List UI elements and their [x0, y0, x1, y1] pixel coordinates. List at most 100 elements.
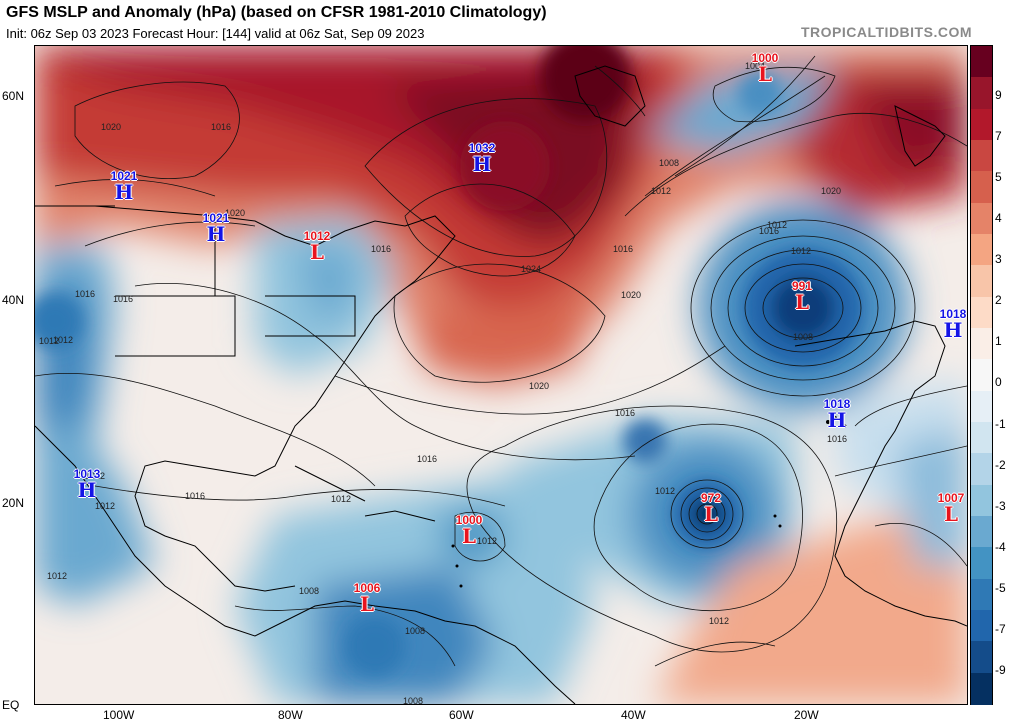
colorbar-segment: [971, 610, 992, 642]
colorbar-segment: [971, 484, 992, 517]
isobar-label: 1012: [767, 220, 788, 230]
isobar-label: 1020: [529, 381, 550, 391]
lon-label-60w: 60W: [449, 708, 474, 722]
low-pressure-symbol: L: [359, 592, 375, 616]
isobar-label: 1024: [521, 264, 542, 274]
system-pressure-value: 1013: [73, 467, 101, 481]
colorbar-segment: [971, 453, 992, 486]
lon-label-20w: 20W: [794, 708, 819, 722]
low-1007-africa: 1007 L: [938, 492, 965, 524]
high-1018-canaries: 1018 H: [824, 398, 851, 430]
isobar-label: 1016: [615, 408, 636, 418]
colorbar-segment: [971, 547, 992, 580]
system-pressure-value: 972: [700, 491, 722, 505]
isobar-label: 1012: [331, 494, 352, 504]
lat-label-60n: 60N: [2, 89, 25, 103]
colorbar-tick-label: 4: [995, 211, 1002, 225]
map-canvas: [35, 46, 967, 704]
isobar-label: 1012: [39, 336, 60, 346]
low-pressure-symbol: L: [461, 524, 477, 548]
isobar-label: 1016: [827, 434, 848, 444]
lat-label-eq: EQ: [2, 698, 20, 712]
lon-label-100w: 100W: [103, 708, 135, 722]
brand-watermark: TROPICALTIDBITS.COM: [800, 24, 972, 40]
isobar-label: 1016: [759, 226, 780, 236]
colorbar-tick-label: -2: [995, 458, 1006, 472]
high-pressure-symbol: H: [827, 408, 847, 432]
isobar-label: 1020: [621, 290, 642, 300]
colorbar-segment: [971, 171, 992, 204]
system-pressure-value: 1021: [202, 211, 230, 225]
system-pressure-value: 1018: [939, 307, 967, 321]
isobar-label: 1020: [225, 208, 246, 218]
high-pressure-symbol: H: [114, 180, 134, 204]
low-991-midatlantic: 991 L: [792, 280, 812, 312]
high-1013-mexico: 1013 H: [74, 468, 101, 500]
isobar-label: 1008: [299, 586, 320, 596]
colorbar-segment: [971, 140, 992, 172]
map-panel: 1016 1020 1016 1020 1012 1016 1016 1024 1020 1016…: [34, 45, 968, 705]
isobar-label: 1016: [417, 454, 438, 464]
isobar-label: 1020: [821, 186, 842, 196]
low-972-hurricane: 972 L: [701, 492, 721, 524]
colorbar-segment: [971, 265, 992, 298]
colorbar-tick-label: 3: [995, 252, 1002, 266]
low-1000-north-atlantic: 1000 L: [752, 52, 779, 84]
isobar-label: 1012: [85, 471, 106, 481]
colorbar-segment: [971, 578, 992, 611]
colorbar-tick-label: 5: [995, 170, 1002, 184]
colorbar-tick-label: -5: [995, 581, 1006, 595]
isobar-label: 1008: [403, 696, 424, 705]
high-1021-lakes: 1021 H: [203, 212, 230, 244]
map-title: GFS MSLP and Anomaly (hPa) (based on CFS…: [6, 4, 547, 21]
colorbar-segment: [971, 46, 992, 78]
colorbar-tick-label: -9: [995, 663, 1006, 677]
isobar-label: 1012: [655, 486, 676, 496]
anomaly-cores: [35, 46, 863, 676]
colorbar-tick-label: 0: [995, 375, 1002, 389]
system-pressure-value: 1018: [823, 397, 851, 411]
isobar-label: 1016: [371, 244, 392, 254]
isobar-label: 1016: [185, 491, 206, 501]
isobar-contours: [35, 55, 967, 667]
colorbar-segment: [971, 202, 992, 235]
low-pressure-symbol: L: [794, 290, 810, 314]
colorbar-tick-label: -1: [995, 417, 1006, 431]
high-pressure-symbol: H: [206, 222, 226, 246]
islands: [451, 416, 847, 588]
low-1006-venezuela: 1006 L: [354, 582, 381, 614]
colorbar-segment: [971, 672, 992, 705]
colorbar-tick-label: 1: [995, 334, 1002, 348]
isobar-label: 1016: [613, 244, 634, 254]
high-1032-labrador: 1032 H: [469, 142, 496, 174]
lon-label-80w: 80W: [278, 708, 303, 722]
coastlines: [35, 65, 967, 704]
isobar-label: 1008: [659, 158, 680, 168]
colorbar-segment: [971, 328, 992, 360]
low-1000-caribbean: 1000 L: [456, 514, 483, 546]
colorbar-segment: [971, 359, 992, 392]
isobar-label: 1012: [53, 335, 74, 345]
isobar-label: 1012: [791, 246, 812, 256]
isobar-label: 1012: [47, 571, 68, 581]
colorbar-segment: [971, 641, 992, 674]
system-pressure-value: 1000: [455, 513, 483, 527]
isobar-label: 1016: [113, 294, 134, 304]
low-pressure-symbol: L: [757, 62, 773, 86]
colorbar-segment: [971, 390, 992, 423]
colorbar-segment: [971, 422, 992, 454]
low-1012-northeast: 1012 L: [304, 230, 331, 262]
lat-label-40n: 40N: [2, 293, 25, 307]
isobar-label: 1020: [101, 122, 122, 132]
isobar-label: 1016: [75, 289, 96, 299]
isobar-label: 1012: [709, 616, 730, 626]
high-pressure-symbol: H: [943, 318, 963, 342]
system-pressure-value: 1021: [110, 169, 138, 183]
colorbar: [970, 45, 993, 705]
lat-label-20n: 20N: [2, 496, 25, 510]
colorbar-tick-label: -3: [995, 499, 1006, 513]
system-pressure-value: 1012: [303, 229, 331, 243]
system-pressure-value: 991: [791, 279, 813, 293]
isobar-label: 1008: [405, 626, 426, 636]
low-pressure-symbol: L: [703, 502, 719, 526]
